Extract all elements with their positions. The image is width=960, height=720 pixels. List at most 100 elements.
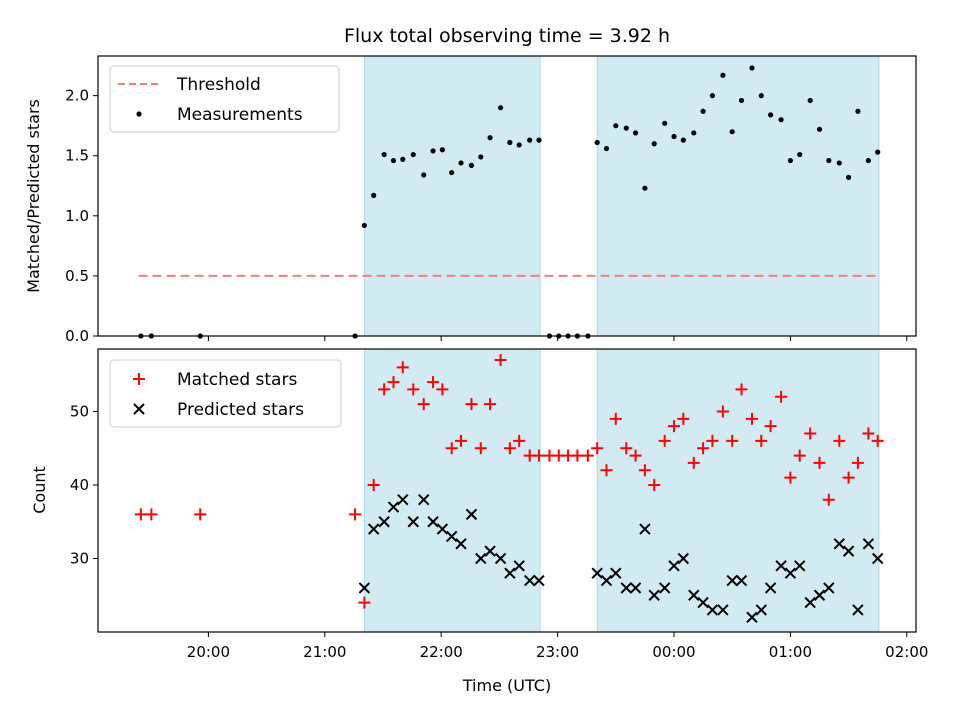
matched-point-19 bbox=[503, 442, 516, 455]
count-observing-span-0 bbox=[363, 348, 541, 633]
matched-point-27 bbox=[581, 449, 594, 462]
matched-point-33 bbox=[638, 464, 651, 477]
matched-point-11 bbox=[427, 376, 440, 389]
predicted-point-48 bbox=[871, 552, 884, 565]
predicted-legend-swatch bbox=[133, 403, 145, 415]
matched-point-13 bbox=[445, 442, 458, 455]
measurement-point-6 bbox=[381, 151, 387, 158]
predicted-point-36 bbox=[755, 604, 768, 616]
ratio-ytick-label-3: 1.5 bbox=[65, 147, 89, 165]
matched-point-37 bbox=[677, 412, 690, 425]
measurement-point-57 bbox=[875, 149, 881, 155]
measurement-point-36 bbox=[671, 133, 677, 140]
predicted-point-0 bbox=[358, 582, 371, 594]
matched-point-18 bbox=[494, 354, 507, 367]
measurement-point-7 bbox=[390, 157, 397, 164]
predicted-point-1 bbox=[367, 523, 380, 535]
ratio-panel-frame bbox=[97, 55, 917, 337]
predicted-point-37 bbox=[764, 582, 777, 594]
matched-point-36 bbox=[668, 420, 680, 433]
matched-point-3 bbox=[349, 508, 362, 521]
matched-point-44 bbox=[745, 412, 758, 425]
measurement-point-17 bbox=[487, 135, 493, 141]
predicted-point-11 bbox=[465, 508, 478, 521]
matched-point-39 bbox=[697, 442, 710, 455]
predicted-point-40 bbox=[794, 560, 806, 572]
predicted-point-46 bbox=[852, 604, 864, 616]
matched-point-42 bbox=[726, 434, 739, 447]
matched-point-22 bbox=[532, 449, 545, 462]
predicted-point-33 bbox=[726, 574, 738, 587]
measurement-point-22 bbox=[536, 137, 542, 143]
matched-point-57 bbox=[871, 434, 884, 447]
predicted-point-31 bbox=[706, 604, 719, 616]
measurement-point-29 bbox=[603, 145, 610, 152]
predicted-point-39 bbox=[784, 567, 797, 579]
measurement-point-37 bbox=[680, 137, 686, 143]
predicted-point-44 bbox=[833, 538, 845, 550]
count-panel: 30 40 50 20:00 21:00 22:00 23:00 00:00 01:00 02:0… bbox=[30, 348, 928, 695]
predicted-point-29 bbox=[688, 589, 700, 601]
matched-point-55 bbox=[851, 456, 864, 469]
matched-point-28 bbox=[591, 442, 604, 455]
predicted-point-43 bbox=[823, 582, 835, 594]
count-ytick-label-1: 40 bbox=[70, 476, 89, 494]
measurement-point-8 bbox=[400, 156, 406, 162]
measurement-point-55 bbox=[855, 108, 861, 114]
measurement-point-33 bbox=[642, 185, 648, 191]
predicted-point-27 bbox=[668, 560, 680, 572]
ratio-ticks-layer: 0.0 0.5 1.0 1.5 2.0 bbox=[65, 87, 908, 345]
xtick-label-5: 01:00 bbox=[769, 643, 812, 661]
measurements-legend-label: Measurements bbox=[177, 105, 303, 125]
matched-point-14 bbox=[454, 434, 467, 447]
measurement-point-4 bbox=[361, 222, 367, 229]
matched-point-1 bbox=[145, 508, 158, 521]
measurement-point-54 bbox=[846, 174, 852, 180]
measurement-point-39 bbox=[700, 108, 706, 114]
measurement-point-56 bbox=[865, 157, 871, 164]
matched-point-43 bbox=[735, 383, 748, 396]
predicted-point-18 bbox=[533, 574, 545, 587]
measurement-point-13 bbox=[449, 169, 455, 176]
predicted-point-25 bbox=[648, 589, 660, 601]
matched-point-4 bbox=[358, 596, 371, 609]
count-ytick-label-2: 50 bbox=[70, 402, 89, 420]
predicted-point-20 bbox=[600, 574, 613, 587]
measurements-legend-swatch bbox=[136, 111, 142, 117]
matched-point-34 bbox=[648, 478, 661, 491]
matched-point-47 bbox=[775, 390, 788, 403]
measurement-point-12 bbox=[439, 147, 445, 153]
matched-point-2 bbox=[194, 508, 207, 521]
predicted-point-28 bbox=[677, 552, 690, 565]
predicted-point-4 bbox=[397, 493, 409, 506]
measurement-point-14 bbox=[458, 160, 464, 166]
matched-point-26 bbox=[571, 449, 584, 462]
count-legend: Matched stars Predicted stars bbox=[109, 359, 342, 428]
measurement-point-53 bbox=[836, 160, 842, 166]
matched-point-48 bbox=[784, 471, 797, 484]
ratio-observing-span-1 bbox=[596, 55, 880, 337]
matched-point-7 bbox=[387, 376, 400, 389]
matched-point-53 bbox=[833, 434, 846, 447]
matched-point-32 bbox=[629, 449, 642, 462]
matched-point-52 bbox=[822, 493, 835, 506]
measurement-point-11 bbox=[430, 148, 436, 154]
measurement-point-49 bbox=[797, 151, 803, 158]
predicted-point-8 bbox=[436, 523, 449, 535]
matched-point-38 bbox=[687, 456, 700, 469]
measurement-point-46 bbox=[768, 112, 774, 118]
predicted-point-14 bbox=[494, 552, 507, 565]
ratio-observing-span-0 bbox=[363, 55, 541, 337]
ratio-spans-layer bbox=[363, 55, 880, 337]
measurement-point-30 bbox=[613, 123, 619, 129]
matched-point-54 bbox=[842, 471, 855, 484]
x-axis-label: Time (UTC) bbox=[462, 676, 551, 695]
measurement-point-38 bbox=[691, 130, 697, 136]
xtick-label-3: 23:00 bbox=[536, 643, 579, 661]
threshold-legend-label: Threshold bbox=[176, 75, 261, 95]
measurement-point-42 bbox=[729, 129, 735, 135]
predicted-point-30 bbox=[697, 596, 709, 609]
matched-legend-label: Matched stars bbox=[177, 370, 297, 390]
ratio-legend: Threshold Measurements bbox=[109, 65, 340, 133]
matched-point-29 bbox=[600, 464, 613, 477]
